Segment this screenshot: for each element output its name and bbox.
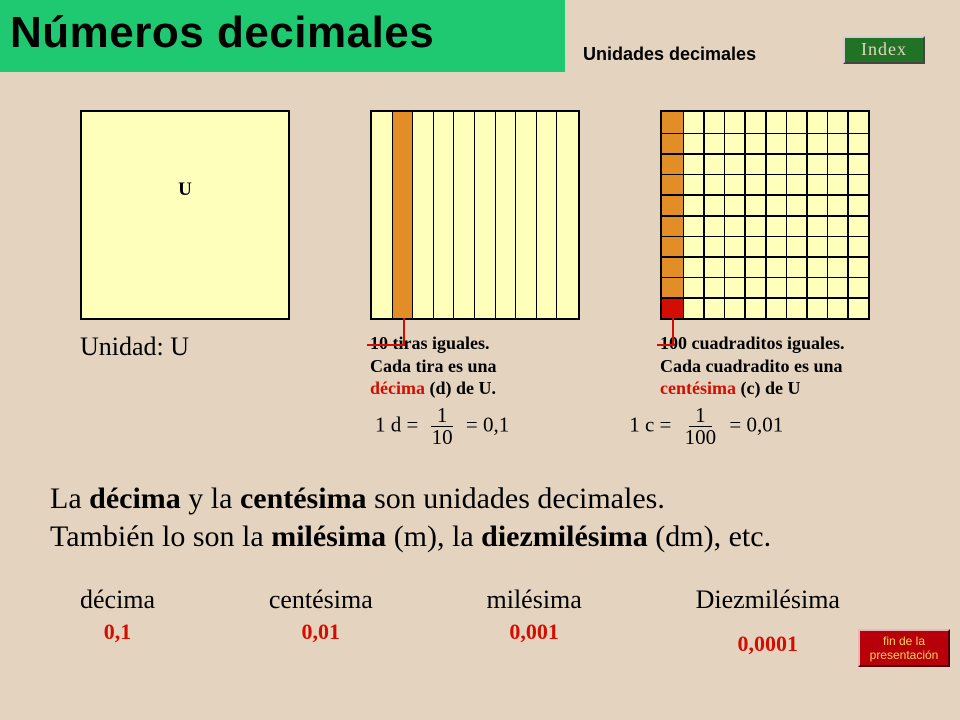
subtitle: Unidades decimales (583, 44, 756, 65)
tenths-caption-decima: décima (370, 378, 425, 398)
tenths-callout-line-h (367, 344, 405, 346)
fin-presentation-button[interactable]: fin de la presentación (858, 629, 950, 667)
body-line1-d: centésima (240, 482, 367, 515)
hundredths-callout-line (672, 318, 674, 346)
decimal-units-row: décima 0,1 centésima 0,01 milésima 0,001… (80, 585, 840, 657)
unit-value-0: 0,1 (80, 619, 155, 645)
page-title: Números decimales (10, 8, 555, 58)
hundredths-formula-lhs: 1 c (629, 412, 654, 436)
tenths-caption-rest: (d) de U. (425, 378, 496, 398)
hundredths-fraction-num: 1 (689, 405, 712, 427)
body-line2-b: milésima (271, 520, 386, 553)
tenths-formula: 1 d = 1 10 = 0,1 (375, 405, 509, 448)
body-line1-e: son unidades decimales. (367, 482, 665, 515)
hundredths-fraction-den: 100 (681, 427, 721, 448)
hundredths-square (660, 110, 870, 320)
tenths-caption-line1: 10 tiras iguales. (370, 333, 490, 353)
body-line2-e: (dm), etc. (648, 520, 771, 553)
body-line1-a: La (50, 482, 89, 515)
unit-col-centesima: centésima 0,01 (269, 585, 373, 657)
hundredths-cell-highlight (662, 297, 683, 318)
unit-square-wrap: U Unidad: U (80, 110, 290, 362)
tenths-caption: 10 tiras iguales. Cada tira es una décim… (370, 332, 497, 400)
unit-square-label: U (178, 179, 192, 201)
unit-value-3: 0,0001 (696, 631, 840, 657)
hundredths-caption-centesima: centésima (660, 378, 736, 398)
hundredths-fraction: 1 100 (681, 405, 721, 448)
tenths-fraction-num: 1 (431, 405, 454, 427)
body-line1-b: décima (89, 482, 181, 515)
fin-line2: presentación (870, 648, 939, 662)
fin-line1: fin de la (883, 634, 925, 648)
hundredths-caption-line1: 100 cuadraditos iguales. (660, 333, 845, 353)
tenths-callout-line (403, 318, 405, 346)
unit-label-0: décima (80, 585, 155, 615)
formulae-row: 1 d = 1 10 = 0,1 1 c = 1 100 = 0,01 (375, 405, 783, 448)
hundredths-formula-rhs: 0,01 (746, 412, 783, 436)
body-line2-a: También lo son la (50, 520, 271, 553)
unit-col-diezmilesima: Diezmilésima 0,0001 (696, 585, 840, 657)
hundredths-caption-rest: (c) de U (736, 378, 800, 398)
title-bar: Números decimales (0, 0, 565, 72)
tenths-square-wrap: 10 tiras iguales. Cada tira es una décim… (370, 110, 580, 400)
body-line2-c: (m), la (386, 520, 481, 553)
body-line2-d: diezmilésima (481, 520, 648, 553)
unit-value-1: 0,01 (269, 619, 373, 645)
hundredths-formula: 1 c = 1 100 = 0,01 (629, 405, 783, 448)
unit-label-1: centésima (269, 585, 373, 615)
hundredths-caption: 100 cuadraditos iguales. Cada cuadradito… (660, 332, 845, 400)
index-button[interactable]: Index (843, 36, 925, 64)
concept-squares-row: U Unidad: U 10 tiras iguales. Cada tira … (80, 110, 870, 400)
tenths-fraction-den: 10 (428, 427, 457, 448)
unit-caption: Unidad: U (80, 332, 189, 362)
body-line1-c: y la (181, 482, 240, 515)
tenths-fraction: 1 10 (428, 405, 457, 448)
hundredths-caption-line2: Cada cuadradito es una (660, 356, 843, 376)
tenths-formula-lhs: 1 d (375, 412, 401, 436)
unit-col-decima: décima 0,1 (80, 585, 155, 657)
unit-col-milesima: milésima 0,001 (487, 585, 582, 657)
hundredths-callout-line-h (657, 344, 675, 346)
unit-label-3: Diezmilésima (696, 585, 840, 615)
unit-square: U (80, 110, 290, 320)
tenths-formula-rhs: 0,1 (483, 412, 509, 436)
hundredths-square-wrap: 100 cuadraditos iguales. Cada cuadradito… (660, 110, 870, 400)
tenths-caption-line2: Cada tira es una (370, 356, 497, 376)
tenths-square (370, 110, 580, 320)
unit-value-2: 0,001 (487, 619, 582, 645)
body-paragraph: La décima y la centésima son unidades de… (50, 480, 771, 555)
unit-label-2: milésima (487, 585, 582, 615)
